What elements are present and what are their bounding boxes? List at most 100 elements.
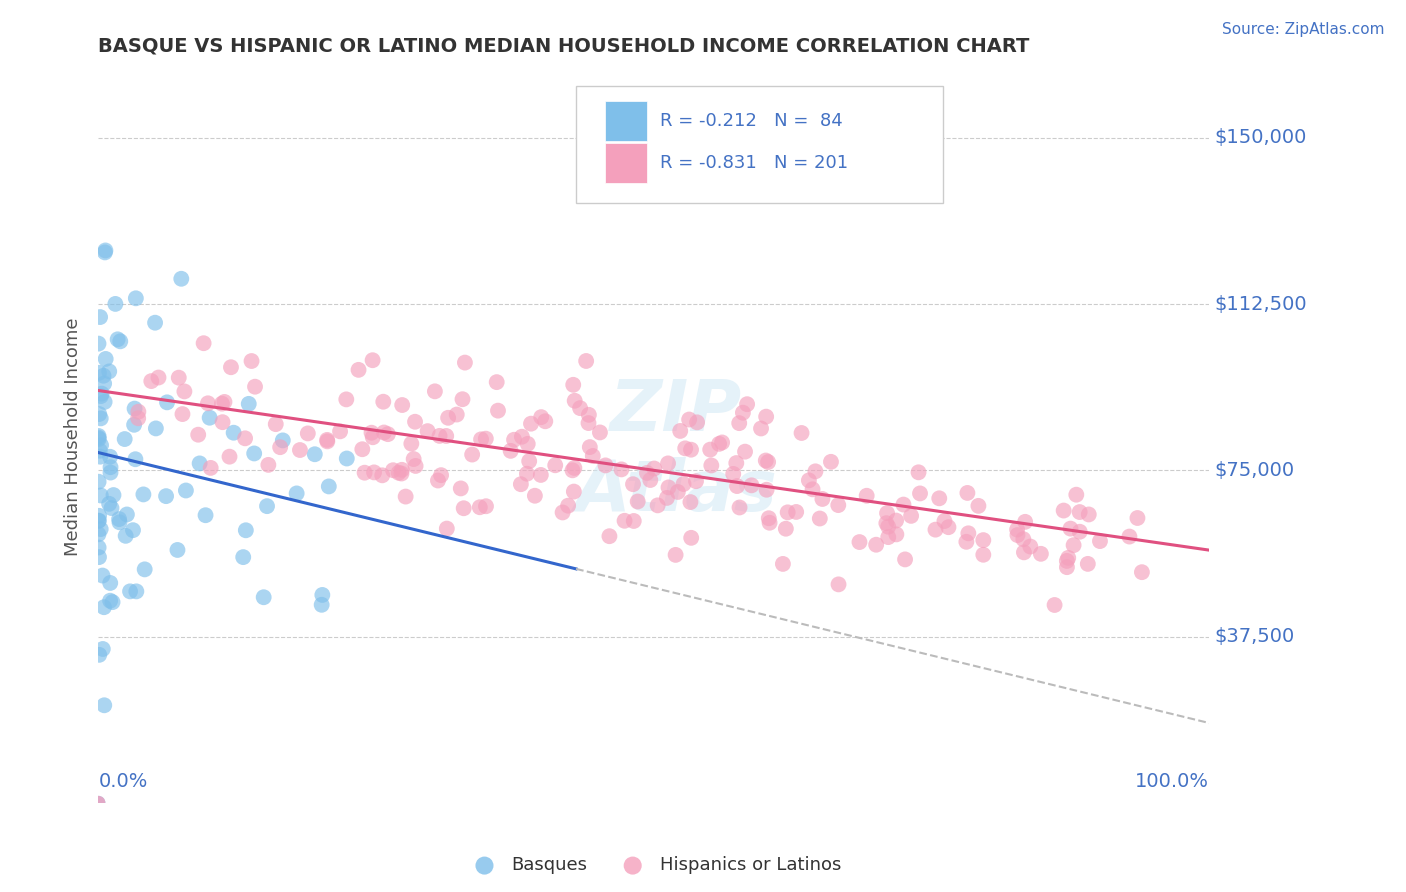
Point xyxy=(373,394,395,409)
Point xyxy=(90,389,112,403)
Point xyxy=(924,523,946,537)
Point xyxy=(1066,488,1088,502)
Point xyxy=(1019,540,1042,554)
Point xyxy=(318,479,340,493)
Y-axis label: Median Household Income: Median Household Income xyxy=(65,318,83,557)
Point xyxy=(1056,554,1078,568)
Point xyxy=(232,550,254,565)
Point xyxy=(363,466,385,480)
Point xyxy=(884,514,907,528)
Point xyxy=(1118,530,1140,544)
Point xyxy=(908,486,931,500)
Point xyxy=(530,410,553,425)
Point xyxy=(401,436,423,450)
Point xyxy=(475,432,498,446)
Point xyxy=(304,447,326,461)
Point xyxy=(808,511,831,525)
Point xyxy=(361,430,384,444)
Point xyxy=(775,522,797,536)
Point xyxy=(1059,522,1081,536)
Point xyxy=(316,434,339,449)
Point xyxy=(200,461,222,475)
Point xyxy=(423,384,446,399)
Text: $112,500: $112,500 xyxy=(1215,294,1308,314)
Point xyxy=(503,433,526,447)
Point xyxy=(94,244,117,258)
Point xyxy=(391,398,413,412)
Point xyxy=(647,499,669,513)
Point xyxy=(194,508,217,523)
Text: R = -0.831   N = 201: R = -0.831 N = 201 xyxy=(661,153,849,172)
Point xyxy=(316,433,339,447)
Point xyxy=(672,477,695,491)
Point xyxy=(187,427,209,442)
Point xyxy=(1069,505,1091,519)
Point xyxy=(285,486,308,500)
Point xyxy=(544,458,567,473)
Text: R = -0.212   N =  84: R = -0.212 N = 84 xyxy=(661,112,844,130)
Point xyxy=(523,489,546,503)
Point xyxy=(90,438,112,452)
Point xyxy=(678,412,700,426)
Point xyxy=(453,501,475,516)
Point xyxy=(1063,538,1085,552)
Point xyxy=(108,516,131,530)
Text: $75,000: $75,000 xyxy=(1215,461,1295,480)
Point xyxy=(1077,557,1099,571)
Point xyxy=(776,505,799,519)
Point xyxy=(124,401,146,416)
Point xyxy=(429,429,451,443)
FancyBboxPatch shape xyxy=(605,101,647,141)
Point xyxy=(1043,598,1066,612)
Point xyxy=(98,364,121,378)
Point xyxy=(243,446,266,460)
Point xyxy=(214,395,236,409)
Text: $37,500: $37,500 xyxy=(1215,627,1295,646)
Point xyxy=(108,512,131,526)
Point xyxy=(98,497,121,511)
Point xyxy=(1126,511,1149,525)
Point xyxy=(681,531,703,545)
Point xyxy=(391,463,413,477)
Point xyxy=(211,397,233,411)
Point xyxy=(1056,560,1078,574)
Point xyxy=(657,480,679,494)
Point xyxy=(877,530,900,544)
Point xyxy=(98,593,121,607)
Point xyxy=(288,443,311,458)
Point xyxy=(89,443,111,458)
Point xyxy=(627,494,650,508)
Point xyxy=(382,463,405,477)
Point xyxy=(972,548,994,562)
Point xyxy=(510,430,533,444)
Point xyxy=(454,355,477,369)
Point xyxy=(534,414,557,428)
Point xyxy=(89,407,111,421)
FancyBboxPatch shape xyxy=(576,86,942,203)
Point xyxy=(127,405,149,419)
Point xyxy=(174,483,197,498)
Point xyxy=(569,401,592,416)
Point xyxy=(98,576,121,591)
Point xyxy=(132,487,155,501)
Point xyxy=(141,374,163,388)
Point xyxy=(655,491,678,505)
Point xyxy=(700,458,723,473)
Point xyxy=(107,332,129,346)
Point xyxy=(93,395,115,409)
Point xyxy=(238,397,260,411)
Point xyxy=(93,698,115,713)
Point xyxy=(1007,528,1029,542)
Point xyxy=(218,450,240,464)
Point xyxy=(329,425,352,439)
Point xyxy=(87,366,110,380)
Point xyxy=(804,464,827,478)
Point xyxy=(94,245,117,260)
Point xyxy=(1053,503,1076,517)
Point xyxy=(377,427,399,442)
Point xyxy=(120,584,142,599)
Point xyxy=(735,397,758,411)
Point xyxy=(100,460,122,475)
Point xyxy=(124,452,146,467)
Point xyxy=(100,466,122,480)
